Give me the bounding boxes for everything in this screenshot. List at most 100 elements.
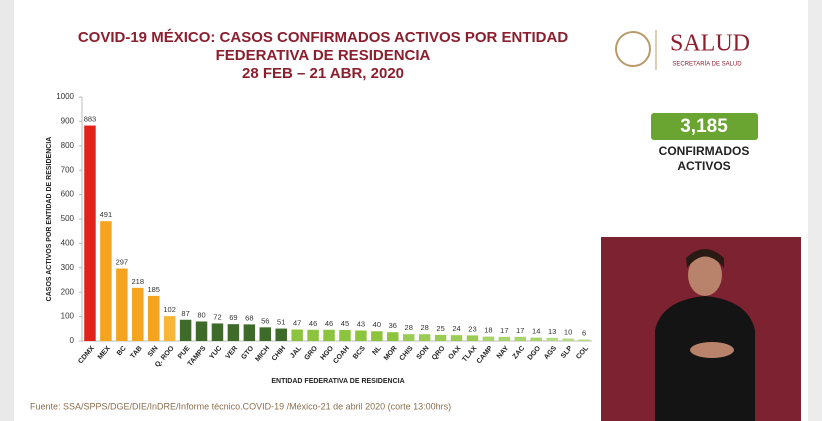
total-label: ACTIVOS (677, 159, 730, 173)
chart-title: COVID-19 MÉXICO: CASOS CONFIRMADOS ACTIV… (78, 29, 568, 46)
chart-title: FEDERATIVA DE RESIDENCIA (216, 47, 431, 64)
value-label: 883 (84, 115, 97, 124)
x-axis-title: ENTIDAD FEDERATIVA DE RESIDENCIA (271, 378, 404, 385)
total-value: 3,185 (680, 116, 728, 137)
x-tick-label: BCS (352, 345, 367, 361)
value-label: 51 (277, 318, 285, 327)
logo-subtitle: SECRETARÍA DE SALUD (672, 61, 742, 68)
y-tick-label: 600 (61, 190, 75, 199)
bar (466, 335, 479, 341)
value-label: 56 (261, 316, 269, 325)
value-label: 43 (357, 319, 365, 328)
y-tick-label: 800 (61, 141, 75, 150)
x-tick-label: CDMX (77, 345, 96, 366)
value-label: 18 (484, 326, 492, 335)
bar (514, 336, 527, 341)
x-tick-label: GRO (303, 345, 319, 362)
x-tick-label: CHIS (399, 345, 415, 363)
y-axis-title: CASOS ACTIVOS POR ENTIDAD DE RESIDENCIA (46, 137, 53, 302)
value-label: 80 (197, 310, 205, 319)
value-label: 24 (452, 324, 460, 333)
bar (339, 330, 351, 341)
y-tick-label: 900 (61, 117, 75, 126)
bar (402, 334, 415, 341)
value-label: 47 (293, 319, 301, 328)
bar (482, 336, 495, 341)
bar (307, 329, 319, 341)
value-label: 17 (516, 326, 524, 335)
bar (291, 329, 303, 341)
value-label: 87 (181, 309, 189, 318)
source-note: Fuente: SSA/SPPS/DGE/DIE/InDRE/Informe t… (30, 401, 451, 411)
right-border (808, 0, 822, 421)
logo-name: SALUD (670, 31, 750, 57)
total-label: CONFIRMADOS (659, 144, 750, 158)
bar (546, 337, 558, 341)
y-tick-label: 400 (61, 239, 75, 248)
bar (195, 321, 208, 341)
bar (227, 324, 240, 341)
value-label: 28 (405, 323, 413, 332)
bar (434, 334, 447, 341)
bar (211, 323, 224, 341)
bar (84, 125, 96, 341)
bar (163, 316, 176, 341)
bar (418, 334, 431, 341)
value-label: 185 (147, 285, 160, 294)
x-tick-label: QRO (431, 345, 447, 362)
x-tick-label: PUE (177, 345, 192, 361)
x-tick-label: CHIH (271, 345, 287, 363)
x-tick-label: YUC (209, 345, 224, 361)
y-tick-label: 500 (61, 214, 75, 223)
value-label: 13 (548, 327, 556, 336)
y-tick-label: 0 (70, 336, 75, 345)
interpreter-head (688, 254, 722, 296)
interpreter-hands (690, 342, 734, 358)
x-tick-label: CAMP (476, 345, 495, 366)
bar (450, 335, 463, 341)
y-tick-label: 1000 (56, 92, 74, 101)
logo-seal (615, 31, 651, 67)
x-tick-label: NAY (496, 345, 511, 361)
value-label: 10 (564, 328, 572, 337)
bar (323, 329, 335, 341)
x-tick-label: SLP (560, 345, 574, 360)
value-label: 297 (116, 258, 129, 267)
value-label: 14 (532, 327, 540, 336)
x-tick-label: SON (415, 345, 430, 361)
value-label: 23 (468, 324, 476, 333)
value-label: 46 (325, 319, 333, 328)
bar (259, 327, 272, 341)
x-tick-label: ZAC (512, 345, 527, 361)
bar (132, 287, 144, 341)
value-label: 6 (582, 329, 586, 338)
bar (562, 338, 574, 341)
x-tick-label: MOR (383, 345, 399, 362)
x-tick-label: MEX (97, 345, 112, 361)
x-tick-label: TAB (129, 345, 143, 360)
bar (578, 339, 590, 341)
x-tick-label: NL (371, 344, 383, 356)
value-label: 28 (420, 323, 428, 332)
x-tick-label: AGS (543, 345, 558, 361)
x-tick-label: VER (225, 345, 240, 361)
value-label: 40 (373, 320, 381, 329)
value-label: 491 (100, 210, 113, 219)
bar (100, 221, 112, 341)
y-tick-label: 200 (61, 287, 75, 296)
value-label: 68 (245, 313, 253, 322)
y-tick-label: 700 (61, 165, 75, 174)
bar (275, 328, 287, 341)
x-tick-label: SIN (147, 345, 160, 358)
value-label: 69 (229, 313, 237, 322)
value-label: 218 (132, 277, 145, 286)
value-label: 72 (213, 312, 221, 321)
bar (116, 268, 128, 341)
x-tick-label: BC (116, 345, 128, 357)
bar (243, 324, 256, 341)
value-label: 36 (389, 321, 397, 330)
chart-subtitle: 28 FEB – 21 ABR, 2020 (242, 65, 404, 82)
y-tick-label: 300 (61, 263, 75, 272)
